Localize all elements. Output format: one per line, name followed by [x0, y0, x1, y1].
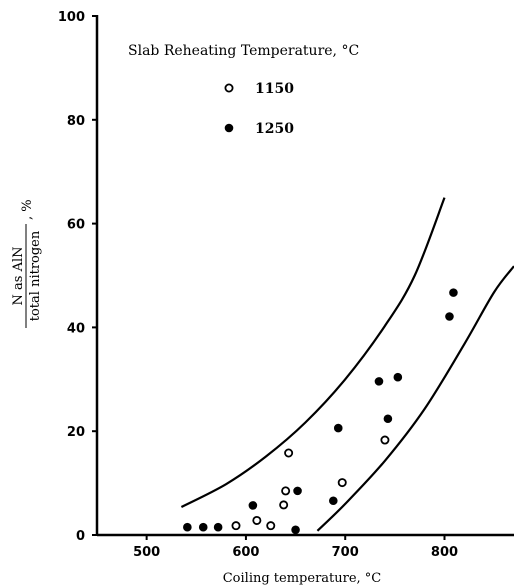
legend-label-1150: 1150 — [255, 81, 294, 97]
y-tick-label: 80 — [67, 114, 85, 129]
upper-bound-curve — [180, 197, 446, 508]
point-1250 — [293, 486, 302, 496]
x-tick-label: 500 — [133, 545, 160, 560]
point-1250 — [248, 501, 258, 510]
legend: Slab Reheating Temperature, °C 1150 1250 — [128, 43, 359, 137]
point-1250 — [183, 522, 192, 532]
point-1150 — [252, 515, 262, 525]
y-axis-title: N as AlN total nitrogen , % — [11, 199, 43, 328]
boundary-curves — [180, 197, 514, 532]
x-axis-ticks: 500 600 700 800 — [133, 535, 458, 560]
point-1150 — [231, 521, 241, 531]
y-axis-title-unit: , % — [20, 199, 35, 220]
point-1150 — [279, 500, 289, 510]
point-1250 — [393, 372, 403, 382]
y-tick-label: 0 — [76, 529, 85, 544]
point-1250 — [383, 414, 393, 424]
legend-label-1250: 1250 — [255, 121, 294, 137]
point-1250 — [333, 423, 343, 433]
point-1150 — [380, 435, 390, 445]
point-1250 — [213, 522, 223, 532]
legend-marker-1150 — [224, 83, 234, 93]
point-1250 — [374, 377, 384, 386]
point-1250 — [445, 312, 454, 321]
y-axis-title-denominator: total nitrogen — [28, 230, 43, 321]
axes: 500 600 700 800 0 20 40 60 80 100 — [58, 10, 514, 560]
y-axis-title-numerator: N as AlN — [11, 247, 26, 306]
data-points — [183, 288, 458, 535]
y-tick-label: 20 — [67, 425, 85, 440]
legend-title: Slab Reheating Temperature, °C — [128, 43, 359, 59]
x-tick-label: 700 — [332, 545, 359, 560]
point-1250 — [291, 525, 300, 535]
point-1250 — [329, 496, 338, 506]
point-1150 — [266, 521, 276, 531]
y-tick-label: 60 — [67, 218, 85, 233]
point-1150 — [281, 486, 291, 496]
y-axis-ticks: 0 20 40 60 80 100 — [58, 10, 97, 544]
point-1250 — [449, 288, 458, 297]
x-tick-label: 600 — [232, 545, 259, 560]
y-tick-label: 100 — [58, 10, 85, 25]
x-axis-title: Coiling temperature, °C — [223, 571, 382, 585]
legend-marker-1250 — [224, 123, 234, 133]
point-1150 — [337, 478, 347, 488]
y-tick-label: 40 — [67, 321, 85, 336]
point-1150 — [284, 448, 294, 458]
x-tick-label: 800 — [431, 545, 458, 560]
point-1250 — [198, 522, 208, 532]
lower-bound-curve — [316, 265, 514, 532]
